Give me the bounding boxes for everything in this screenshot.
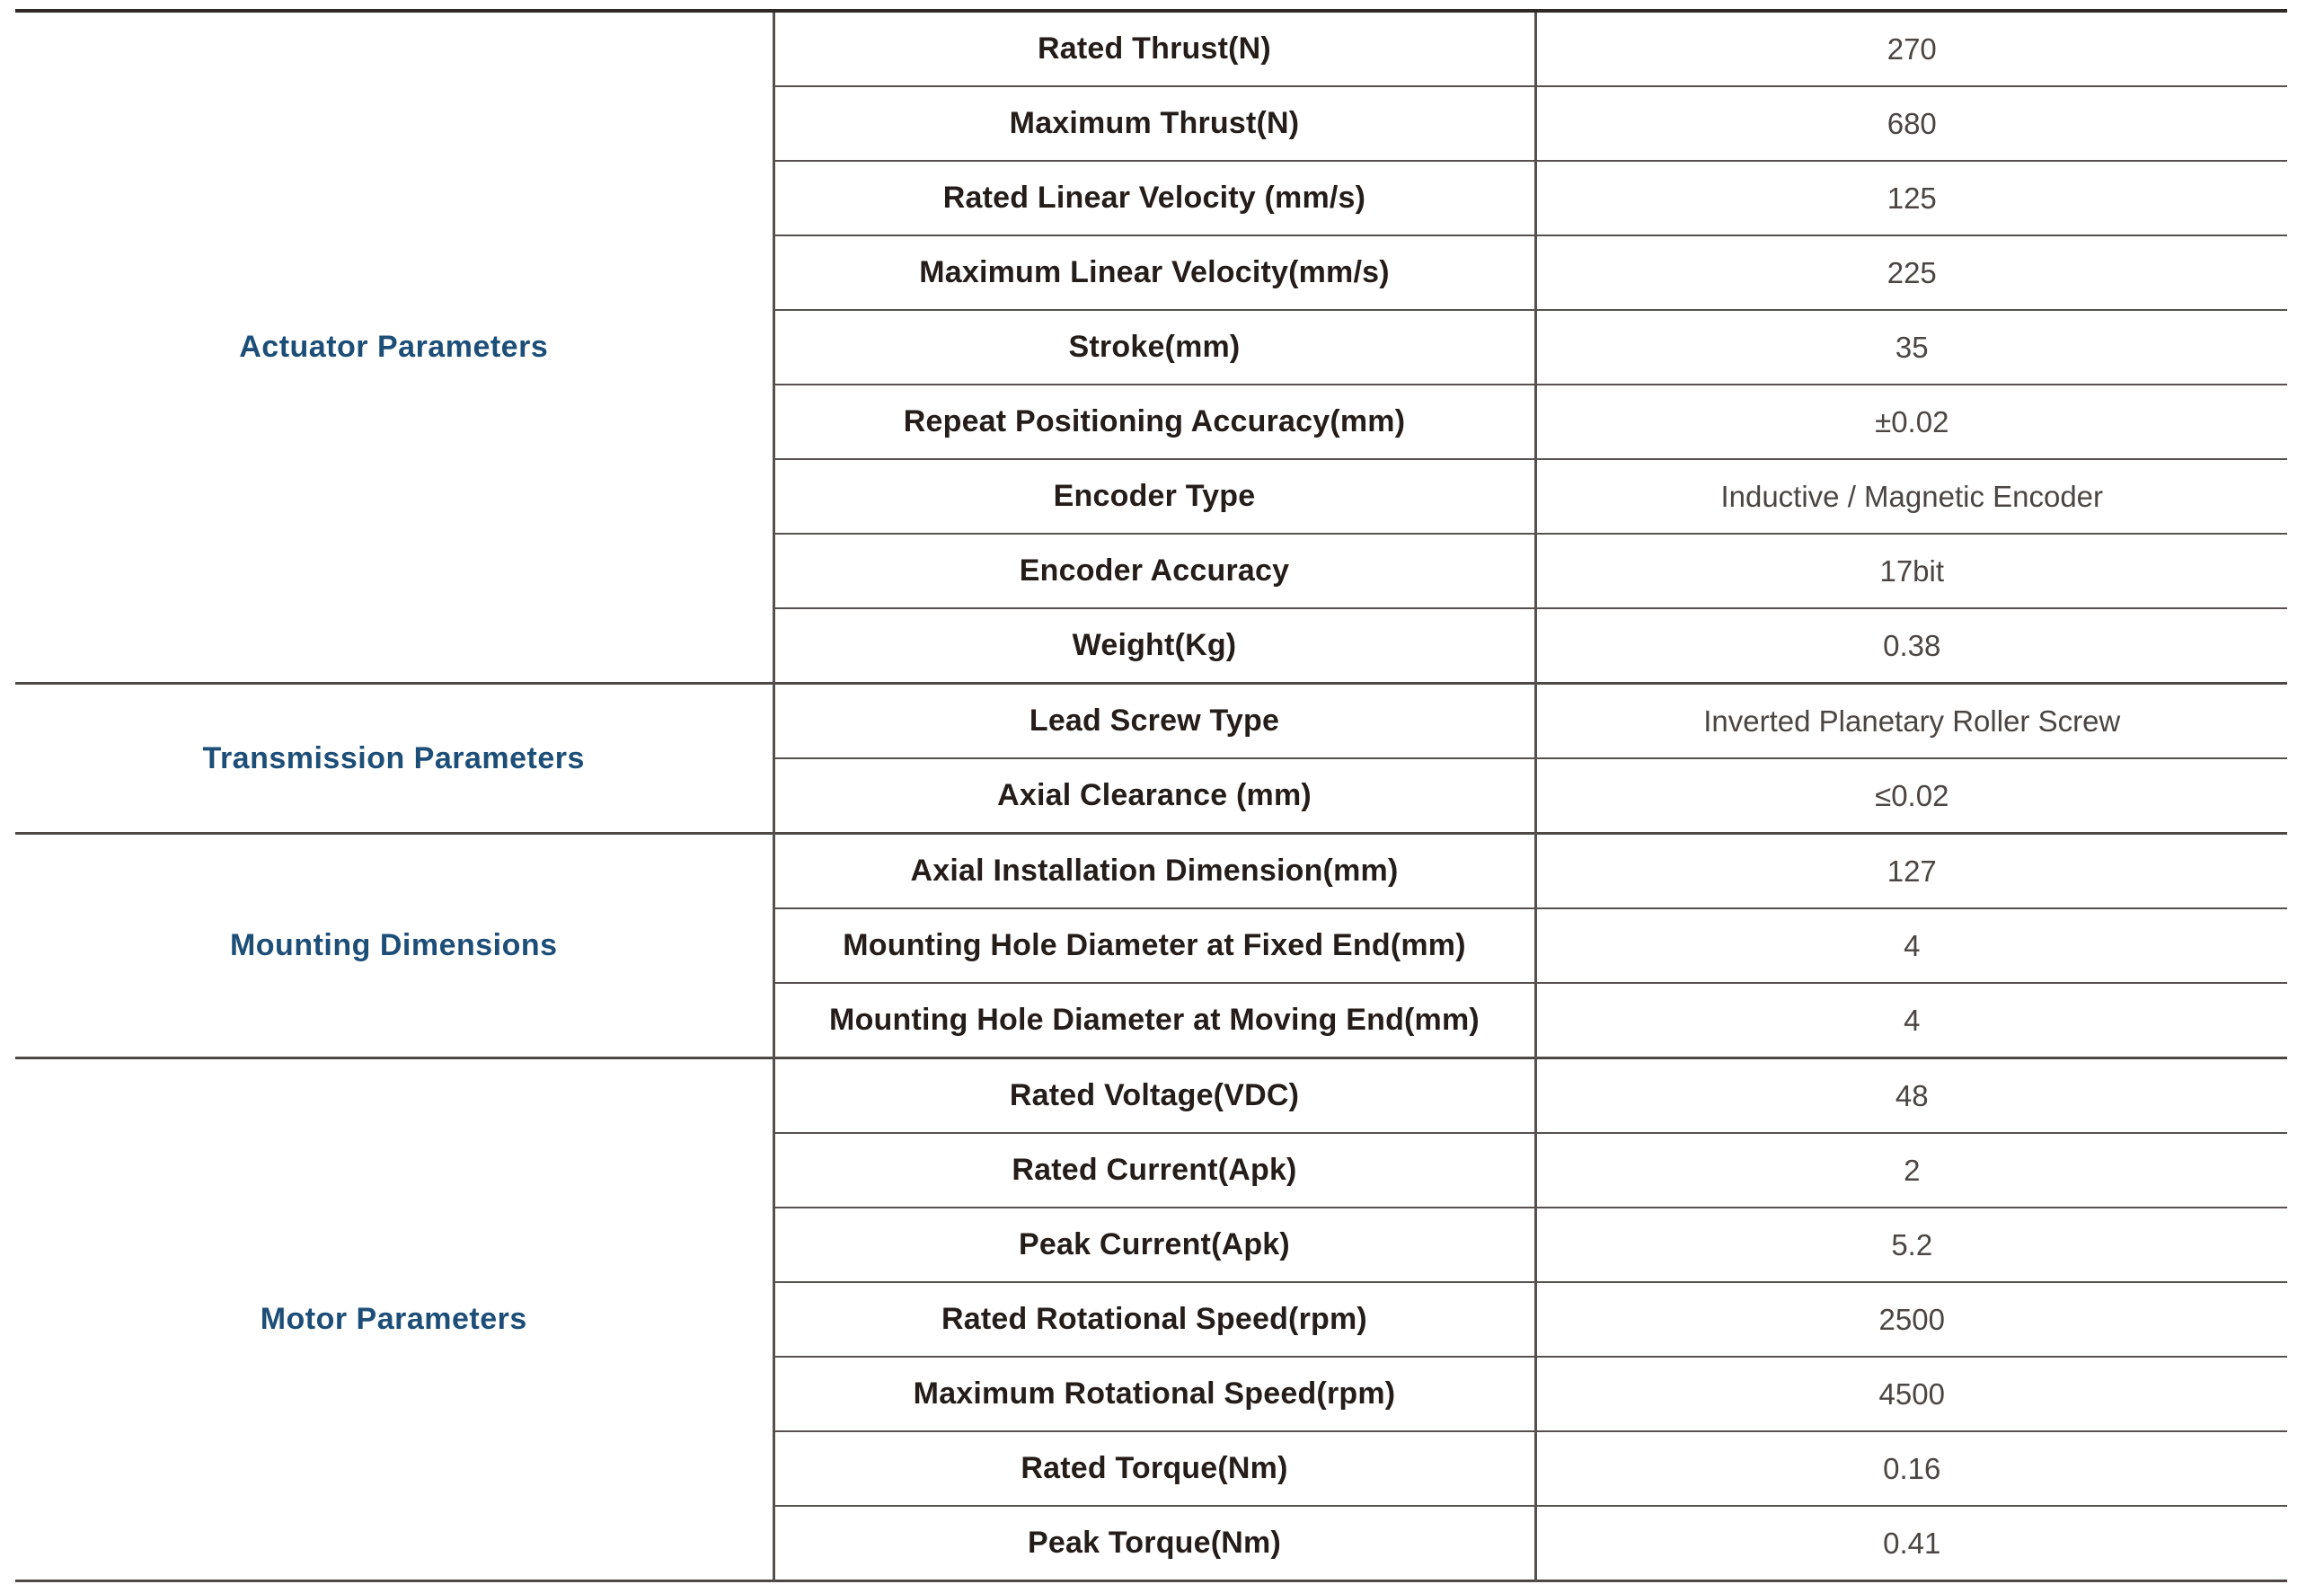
param-value-cell: 0.16 [1535, 1430, 2287, 1506]
param-value-cell: 35 [1535, 309, 2287, 385]
param-value-cell: 2500 [1535, 1281, 2287, 1357]
table-row: Mounting Hole Diameter at Moving End(mm)… [15, 982, 2287, 1058]
table-row: Encoder Type Inductive / Magnetic Encoder [15, 458, 2287, 534]
table-row: Maximum Thrust(N) 680 [15, 85, 2287, 161]
param-name-cell: Peak Torque(Nm) [773, 1505, 1537, 1581]
param-value-cell: 680 [1535, 85, 2287, 161]
table-row: Encoder Accuracy 17bit [15, 533, 2287, 608]
param-value-cell: ±0.02 [1535, 384, 2287, 459]
param-value-cell: 2 [1535, 1132, 2287, 1208]
param-name-cell: Weight(Kg) [773, 607, 1537, 684]
table-row: Actuator Parameters Rated Thrust(N) 270 [15, 10, 2287, 684]
section-category-cell: Motor Parameters [15, 1057, 775, 1581]
table-row: Maximum Rotational Speed(rpm) 4500 [15, 1356, 2287, 1431]
table-row: Rated Torque(Nm) 0.16 [15, 1430, 2287, 1506]
spec-table: Actuator Parameters Rated Thrust(N) 270 Max… [15, 9, 2287, 1582]
param-value-cell: 127 [1535, 832, 2287, 908]
param-name-cell: Encoder Accuracy [773, 533, 1537, 608]
param-name-cell: Axial Clearance (mm) [773, 757, 1537, 834]
param-name-cell: Axial Installation Dimension(mm) [773, 832, 1537, 908]
param-name-cell: Rated Thrust(N) [773, 10, 1537, 86]
param-name-cell: Rated Linear Velocity (mm/s) [773, 160, 1537, 235]
section-category-cell: Mounting Dimensions [15, 832, 775, 1058]
param-name-cell: Rated Voltage(VDC) [773, 1057, 1537, 1133]
param-name-cell: Repeat Positioning Accuracy(mm) [773, 384, 1537, 459]
table-row: Repeat Positioning Accuracy(mm) ±0.02 [15, 384, 2287, 459]
table-row: Rated Current(Apk) 2 [15, 1132, 2287, 1208]
param-name-cell: Rated Rotational Speed(rpm) [773, 1281, 1537, 1357]
param-name-cell: Encoder Type [773, 458, 1537, 534]
param-name-cell: Lead Screw Type [773, 682, 1537, 758]
spec-table-body: Actuator Parameters Rated Thrust(N) 270 Max… [15, 10, 2287, 1581]
table-row: Peak Torque(Nm) 0.41 [15, 1505, 2287, 1581]
table-row: Axial Clearance (mm) ≤0.02 [15, 757, 2287, 834]
table-row: Peak Current(Apk) 5.2 [15, 1207, 2287, 1282]
param-value-cell: 48 [1535, 1057, 2287, 1133]
param-value-cell: 0.38 [1535, 607, 2287, 684]
table-row: Mounting Hole Diameter at Fixed End(mm) 4 [15, 907, 2287, 983]
section-category-cell: Actuator Parameters [15, 11, 775, 684]
param-value-cell: 17bit [1535, 533, 2287, 608]
param-name-cell: Maximum Linear Velocity(mm/s) [773, 235, 1537, 310]
param-value-cell: Inductive / Magnetic Encoder [1535, 458, 2287, 534]
param-name-cell: Rated Current(Apk) [773, 1132, 1537, 1208]
param-name-cell: Rated Torque(Nm) [773, 1430, 1537, 1506]
param-value-cell: 4 [1535, 982, 2287, 1058]
param-name-cell: Stroke(mm) [773, 309, 1537, 385]
param-name-cell: Peak Current(Apk) [773, 1207, 1537, 1282]
param-name-cell: Mounting Hole Diameter at Moving End(mm) [773, 982, 1537, 1058]
table-row: Maximum Linear Velocity(mm/s) 225 [15, 235, 2287, 310]
param-value-cell: 4500 [1535, 1356, 2287, 1431]
param-name-cell: Mounting Hole Diameter at Fixed End(mm) [773, 907, 1537, 983]
table-row: Motor Parameters Rated Voltage(VDC) 48 [15, 1057, 2287, 1581]
table-row: Weight(Kg) 0.38 [15, 607, 2287, 684]
table-row: Rated Rotational Speed(rpm) 2500 [15, 1281, 2287, 1357]
param-value-cell: 125 [1535, 160, 2287, 235]
section-category-cell: Transmission Parameters [15, 682, 775, 834]
param-value-cell: Inverted Planetary Roller Screw [1535, 682, 2287, 758]
table-row: Mounting Dimensions Axial Installation Di… [15, 832, 2287, 1058]
param-value-cell: 225 [1535, 235, 2287, 310]
table-row: Stroke(mm) 35 [15, 309, 2287, 385]
param-value-cell: ≤0.02 [1535, 757, 2287, 834]
param-name-cell: Maximum Thrust(N) [773, 85, 1537, 161]
param-value-cell: 270 [1535, 10, 2287, 86]
table-row: Transmission Parameters Lead Screw Type In… [15, 682, 2287, 834]
param-value-cell: 4 [1535, 907, 2287, 983]
param-value-cell: 0.41 [1535, 1505, 2287, 1581]
param-value-cell: 5.2 [1535, 1207, 2287, 1282]
table-row: Rated Linear Velocity (mm/s) 125 [15, 160, 2287, 235]
param-name-cell: Maximum Rotational Speed(rpm) [773, 1356, 1537, 1431]
